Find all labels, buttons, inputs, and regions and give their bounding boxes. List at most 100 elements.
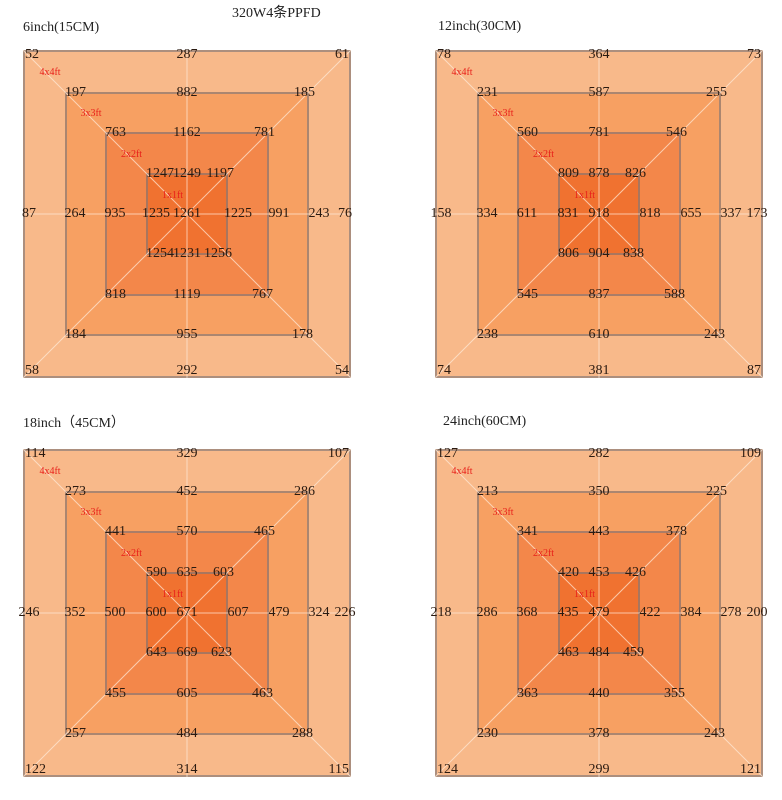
ppfd-value-3x3ft-left: 352 [64, 605, 86, 620]
area-size-label: 3x3ft [80, 108, 102, 119]
ppfd-value-3x3ft-left: 334 [476, 206, 498, 221]
ppfd-value-4x4ft-left: 218 [430, 605, 452, 620]
ppfd-value-4x4ft-top: 329 [176, 446, 198, 461]
ppfd-value-4x4ft-top-right: 107 [328, 446, 349, 461]
ppfd-value-4x4ft-top: 364 [588, 47, 610, 62]
ppfd-value-4x4ft-left: 246 [18, 605, 40, 620]
ppfd-value-4x4ft-left: 158 [430, 206, 452, 221]
ppfd-value-1x1ft-top-left: 420 [558, 565, 579, 580]
area-size-label: 1x1ft [161, 588, 184, 600]
ppfd-value-1x1ft-top: 1249 [173, 166, 201, 181]
ppfd-value-3x3ft-right: 278 [720, 605, 742, 620]
ppfd-value-4x4ft-top-right: 73 [747, 47, 761, 62]
ppfd-value-3x3ft-bottom: 484 [176, 726, 198, 741]
ppfd-value-1x1ft-bottom-right: 623 [211, 645, 232, 660]
area-size-label: 3x3ft [80, 507, 102, 518]
ppfd-value-3x3ft-top: 452 [176, 484, 198, 499]
ppfd-value-3x3ft-bottom-right: 243 [704, 327, 725, 342]
ppfd-value-3x3ft-bottom: 610 [588, 327, 610, 342]
ppfd-value-4x4ft-bottom: 314 [176, 762, 198, 777]
ppfd-value-center: 1261 [173, 206, 201, 221]
ppfd-value-2x2ft-bottom-right: 588 [664, 287, 685, 302]
ppfd-value-3x3ft-right: 337 [720, 206, 742, 221]
ppfd-value-1x1ft-left: 600 [145, 605, 167, 620]
ppfd-value-1x1ft-top-right: 426 [625, 565, 646, 580]
grid-lines [435, 50, 763, 378]
ppfd-value-3x3ft-right: 243 [308, 206, 330, 221]
ppfd-value-3x3ft-bottom: 378 [588, 726, 610, 741]
ppfd-value-3x3ft-bottom-left: 238 [477, 327, 498, 342]
ppfd-value-1x1ft-right: 818 [639, 206, 661, 221]
ppfd-value-4x4ft-right: 226 [334, 605, 356, 620]
ppfd-value-4x4ft-bottom-left: 122 [25, 762, 46, 777]
ppfd-value-2x2ft-top-right: 378 [666, 524, 687, 539]
ppfd-value-3x3ft-top: 587 [588, 85, 610, 100]
ppfd-value-1x1ft-bottom-right: 1256 [204, 246, 232, 261]
ppfd-value-2x2ft-bottom-left: 545 [517, 287, 538, 302]
ppfd-value-1x1ft-bottom: 484 [588, 645, 610, 660]
ppfd-value-2x2ft-top-left: 560 [517, 125, 538, 140]
area-size-label: 2x2ft [532, 547, 555, 559]
ppfd-value-4x4ft-bottom-left: 74 [437, 363, 451, 378]
ppfd-value-2x2ft-left: 368 [516, 605, 538, 620]
ppfd-value-4x4ft-bottom-right: 115 [328, 762, 349, 777]
area-size-label: 3x3ft [492, 108, 514, 119]
grid-lines [23, 449, 351, 777]
ppfd-value-2x2ft-left: 611 [516, 206, 538, 221]
area-size-label: 1x1ft [573, 588, 596, 600]
ppfd-value-1x1ft-top-left: 809 [558, 166, 579, 181]
ppfd-value-1x1ft-bottom-right: 459 [623, 645, 644, 660]
ppfd-value-2x2ft-right: 655 [680, 206, 702, 221]
ppfd-value-1x1ft-bottom-left: 463 [558, 645, 579, 660]
area-size-label: 4x4ft [39, 466, 61, 477]
ppfd-value-4x4ft-right: 200 [746, 605, 768, 620]
ppfd-value-center: 479 [588, 605, 610, 620]
ppfd-value-2x2ft-bottom: 1119 [173, 287, 201, 302]
area-size-label: 4x4ft [39, 67, 61, 78]
ppfd-value-1x1ft-top-right: 826 [625, 166, 646, 181]
ppfd-value-3x3ft-bottom-left: 230 [477, 726, 498, 741]
ppfd-value-2x2ft-bottom-left: 818 [105, 287, 126, 302]
ppfd-value-2x2ft-bottom-right: 355 [664, 686, 685, 701]
area-size-label: 1x1ft [161, 189, 184, 201]
ppfd-value-2x2ft-top-right: 465 [254, 524, 275, 539]
ppfd-value-3x3ft-top-left: 197 [65, 85, 86, 100]
ppfd-value-1x1ft-bottom: 669 [176, 645, 198, 660]
ppfd-value-center: 671 [176, 605, 198, 620]
ppfd-value-2x2ft-bottom-right: 767 [252, 287, 273, 302]
area-size-label: 4x4ft [451, 466, 473, 477]
ppfd-value-1x1ft-top: 635 [176, 565, 198, 580]
ppfd-value-3x3ft-top: 350 [588, 484, 610, 499]
ppfd-value-1x1ft-bottom: 904 [588, 246, 610, 261]
ppfd-value-3x3ft-top-right: 185 [294, 85, 315, 100]
panel-title: 24inch(60CM) [443, 414, 527, 429]
ppfd-value-1x1ft-top-right: 603 [213, 565, 234, 580]
ppfd-value-2x2ft-right: 384 [680, 605, 702, 620]
ppfd-value-2x2ft-right: 479 [268, 605, 290, 620]
ppfd-value-4x4ft-bottom-right: 54 [335, 363, 349, 378]
ppfd-panel: 127 282 109 200 121 299 124 218 4x4ft 213 350 225 27… [431, 447, 768, 777]
ppfd-value-2x2ft-top: 781 [588, 125, 610, 140]
ppfd-value-4x4ft-top-right: 61 [335, 47, 349, 62]
ppfd-value-3x3ft-bottom-left: 257 [65, 726, 86, 741]
ppfd-value-3x3ft-left: 286 [476, 605, 498, 620]
ppfd-value-1x1ft-bottom-left: 1254 [146, 246, 174, 261]
ppfd-value-1x1ft-top-left: 1247 [146, 166, 174, 181]
area-size-label: 1x1ft [573, 189, 596, 201]
ppfd-value-2x2ft-top-left: 341 [517, 524, 538, 539]
ppfd-value-2x2ft-bottom-right: 463 [252, 686, 273, 701]
ppfd-value-4x4ft-left: 87 [22, 206, 36, 221]
ppfd-value-3x3ft-top-right: 255 [706, 85, 727, 100]
ppfd-value-3x3ft-top-left: 231 [477, 85, 498, 100]
ppfd-value-1x1ft-bottom-right: 838 [623, 246, 644, 261]
ppfd-value-1x1ft-right: 422 [639, 605, 661, 620]
ppfd-value-4x4ft-bottom-left: 58 [25, 363, 39, 378]
ppfd-value-1x1ft-left: 435 [557, 605, 579, 620]
ppfd-value-2x2ft-top-left: 441 [105, 524, 126, 539]
ppfd-value-4x4ft-bottom: 299 [588, 762, 610, 777]
ppfd-value-2x2ft-top: 570 [176, 524, 198, 539]
ppfd-value-1x1ft-bottom-left: 806 [558, 246, 579, 261]
ppfd-value-4x4ft-bottom-left: 124 [437, 762, 458, 777]
grid-lines [23, 50, 351, 378]
ppfd-value-3x3ft-bottom-left: 184 [65, 327, 86, 342]
